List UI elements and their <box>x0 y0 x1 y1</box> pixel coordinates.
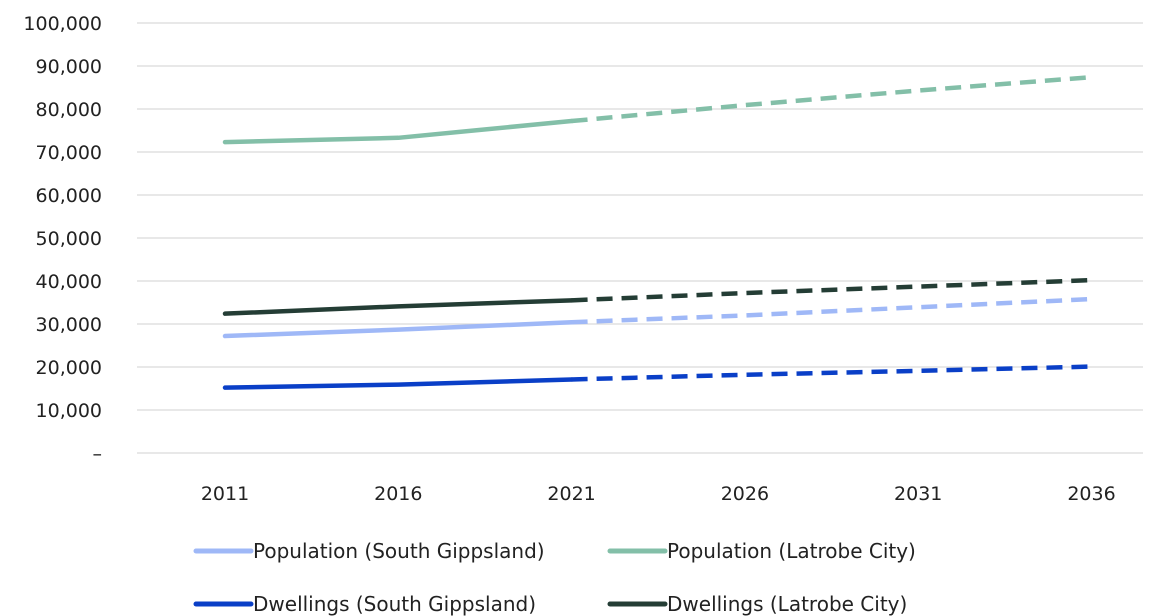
gridlines <box>137 22 1143 454</box>
series-line <box>222 296 1092 339</box>
legend-item: Dwellings (Latrobe City) <box>607 592 907 616</box>
y-tick-label: 10,000 <box>36 400 102 422</box>
y-axis-tick-labels: – 10,000 20,000 30,000 40,000 50,000 60,000 70,… <box>23 13 102 465</box>
x-tick-label: 2016 <box>374 483 422 505</box>
y-tick-label: 30,000 <box>36 314 102 336</box>
y-tick-label: 60,000 <box>36 185 102 207</box>
series-line-projected <box>571 74 1092 124</box>
x-tick-label: 2036 <box>1067 483 1115 505</box>
series-line-actual <box>222 298 574 316</box>
x-tick-label: 2011 <box>201 483 249 505</box>
series-line-actual <box>222 118 574 145</box>
x-tick-label: 2026 <box>721 483 769 505</box>
series-line <box>222 364 1092 390</box>
legend-item: Population (South Gippsland) <box>193 539 545 563</box>
legend-item: Population (Latrobe City) <box>607 539 916 563</box>
y-tick-label: 40,000 <box>36 271 102 293</box>
y-tick-label: 100,000 <box>23 13 102 35</box>
legend-item: Dwellings (South Gippsland) <box>193 592 536 616</box>
legend-label: Dwellings (Latrobe City) <box>667 592 907 616</box>
series-line-actual <box>222 377 574 390</box>
y-tick-label: 20,000 <box>36 357 102 379</box>
x-tick-label: 2031 <box>894 483 942 505</box>
series-line <box>222 74 1092 145</box>
legend-label: Dwellings (South Gippsland) <box>253 592 536 616</box>
legend: Population (South Gippsland) Population (… <box>193 539 916 616</box>
series-lines <box>222 74 1092 390</box>
x-axis-tick-labels: 2011 2016 2021 2026 2031 2036 <box>201 483 1116 505</box>
y-tick-label: 50,000 <box>36 228 102 250</box>
y-tick-label: 90,000 <box>36 56 102 78</box>
y-tick-label: 80,000 <box>36 99 102 121</box>
legend-label: Population (South Gippsland) <box>253 539 545 563</box>
series-line-projected <box>571 277 1092 303</box>
series-line <box>222 277 1092 316</box>
legend-label: Population (Latrobe City) <box>667 539 916 563</box>
series-line-projected <box>571 364 1092 382</box>
x-tick-label: 2021 <box>547 483 595 505</box>
series-line-actual <box>222 320 574 339</box>
y-tick-label: 70,000 <box>36 142 102 164</box>
y-tick-label: – <box>93 443 103 465</box>
series-line-projected <box>571 296 1092 325</box>
